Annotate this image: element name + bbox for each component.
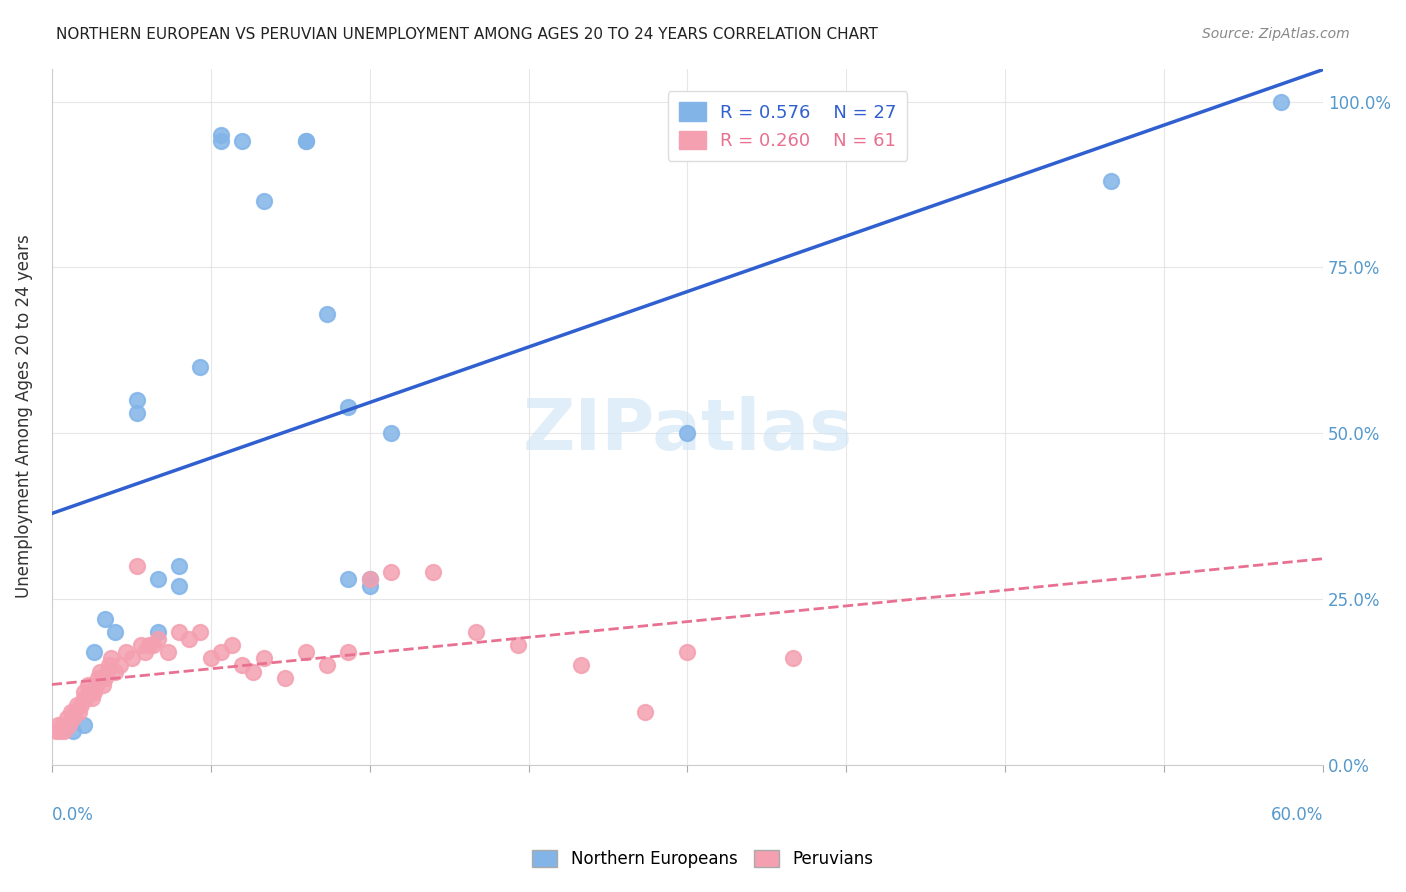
Point [138, 638, 160, 652]
Point [337, 400, 360, 414]
Point [167, 558, 190, 573]
Point [782, 651, 804, 665]
Point [93, 671, 115, 685]
Point [231, 135, 253, 149]
Point [146, 624, 169, 639]
Point [380, 566, 402, 580]
Point [146, 572, 169, 586]
Point [100, 651, 122, 665]
Point [422, 566, 444, 580]
Legend: R = 0.576    N = 27, R = 0.260    N = 61: R = 0.576 N = 27, R = 0.260 N = 61 [668, 92, 907, 161]
Point [55, 711, 77, 725]
Text: 0.0%: 0.0% [52, 806, 94, 824]
Point [84, 678, 107, 692]
Point [96, 665, 118, 679]
Point [1270, 95, 1292, 109]
Point [316, 307, 339, 321]
Point [80, 691, 103, 706]
Point [188, 624, 211, 639]
Point [676, 645, 699, 659]
Point [295, 135, 318, 149]
Point [295, 645, 318, 659]
Point [253, 651, 276, 665]
Point [209, 135, 232, 149]
Y-axis label: Unemployment Among Ages 20 to 24 years: Unemployment Among Ages 20 to 24 years [15, 235, 32, 599]
Text: ZIPatlas: ZIPatlas [523, 396, 852, 465]
Point [676, 426, 699, 441]
Point [79, 684, 101, 698]
Point [108, 658, 131, 673]
Point [167, 624, 190, 639]
Point [125, 406, 148, 420]
Point [89, 665, 111, 679]
Point [49, 724, 72, 739]
Point [359, 572, 381, 586]
Point [72, 691, 94, 706]
Point [231, 658, 253, 673]
Text: NORTHERN EUROPEAN VS PERUVIAN UNEMPLOYMENT AMONG AGES 20 TO 24 YEARS CORRELATION: NORTHERN EUROPEAN VS PERUVIAN UNEMPLOYME… [56, 27, 879, 42]
Point [125, 392, 148, 407]
Text: 60.0%: 60.0% [1271, 806, 1323, 824]
Point [46, 718, 69, 732]
Point [76, 678, 98, 692]
Point [45, 724, 67, 739]
Point [72, 684, 94, 698]
Point [66, 698, 89, 712]
Point [571, 658, 593, 673]
Point [188, 359, 211, 374]
Point [129, 638, 152, 652]
Point [157, 645, 180, 659]
Point [115, 645, 138, 659]
Point [209, 128, 232, 142]
Point [179, 632, 201, 646]
Point [242, 665, 264, 679]
Text: Source: ZipAtlas.com: Source: ZipAtlas.com [1202, 27, 1350, 41]
Point [67, 705, 90, 719]
Point [51, 718, 73, 732]
Point [337, 572, 360, 586]
Point [53, 724, 76, 739]
Point [83, 684, 105, 698]
Point [75, 691, 97, 706]
Point [337, 645, 360, 659]
Point [83, 645, 105, 659]
Point [634, 705, 657, 719]
Point [142, 638, 165, 652]
Point [221, 638, 243, 652]
Point [87, 671, 110, 685]
Point [125, 558, 148, 573]
Point [91, 678, 114, 692]
Point [316, 658, 339, 673]
Point [59, 705, 82, 719]
Point [295, 135, 318, 149]
Point [167, 578, 190, 592]
Point [62, 724, 84, 739]
Point [134, 645, 156, 659]
Legend: Northern Europeans, Peruvians: Northern Europeans, Peruvians [526, 843, 880, 875]
Point [62, 711, 84, 725]
Point [274, 671, 297, 685]
Point [72, 718, 94, 732]
Point [359, 572, 381, 586]
Point [359, 578, 381, 592]
Point [200, 651, 222, 665]
Point [146, 632, 169, 646]
Point [58, 718, 80, 732]
Point [97, 658, 120, 673]
Point [209, 645, 232, 659]
Point [506, 638, 529, 652]
Point [104, 624, 127, 639]
Point [380, 426, 402, 441]
Point [104, 665, 127, 679]
Point [121, 651, 143, 665]
Point [464, 624, 486, 639]
Point [93, 612, 115, 626]
Point [63, 705, 86, 719]
Point [70, 698, 93, 712]
Point [1099, 174, 1122, 188]
Point [253, 194, 276, 208]
